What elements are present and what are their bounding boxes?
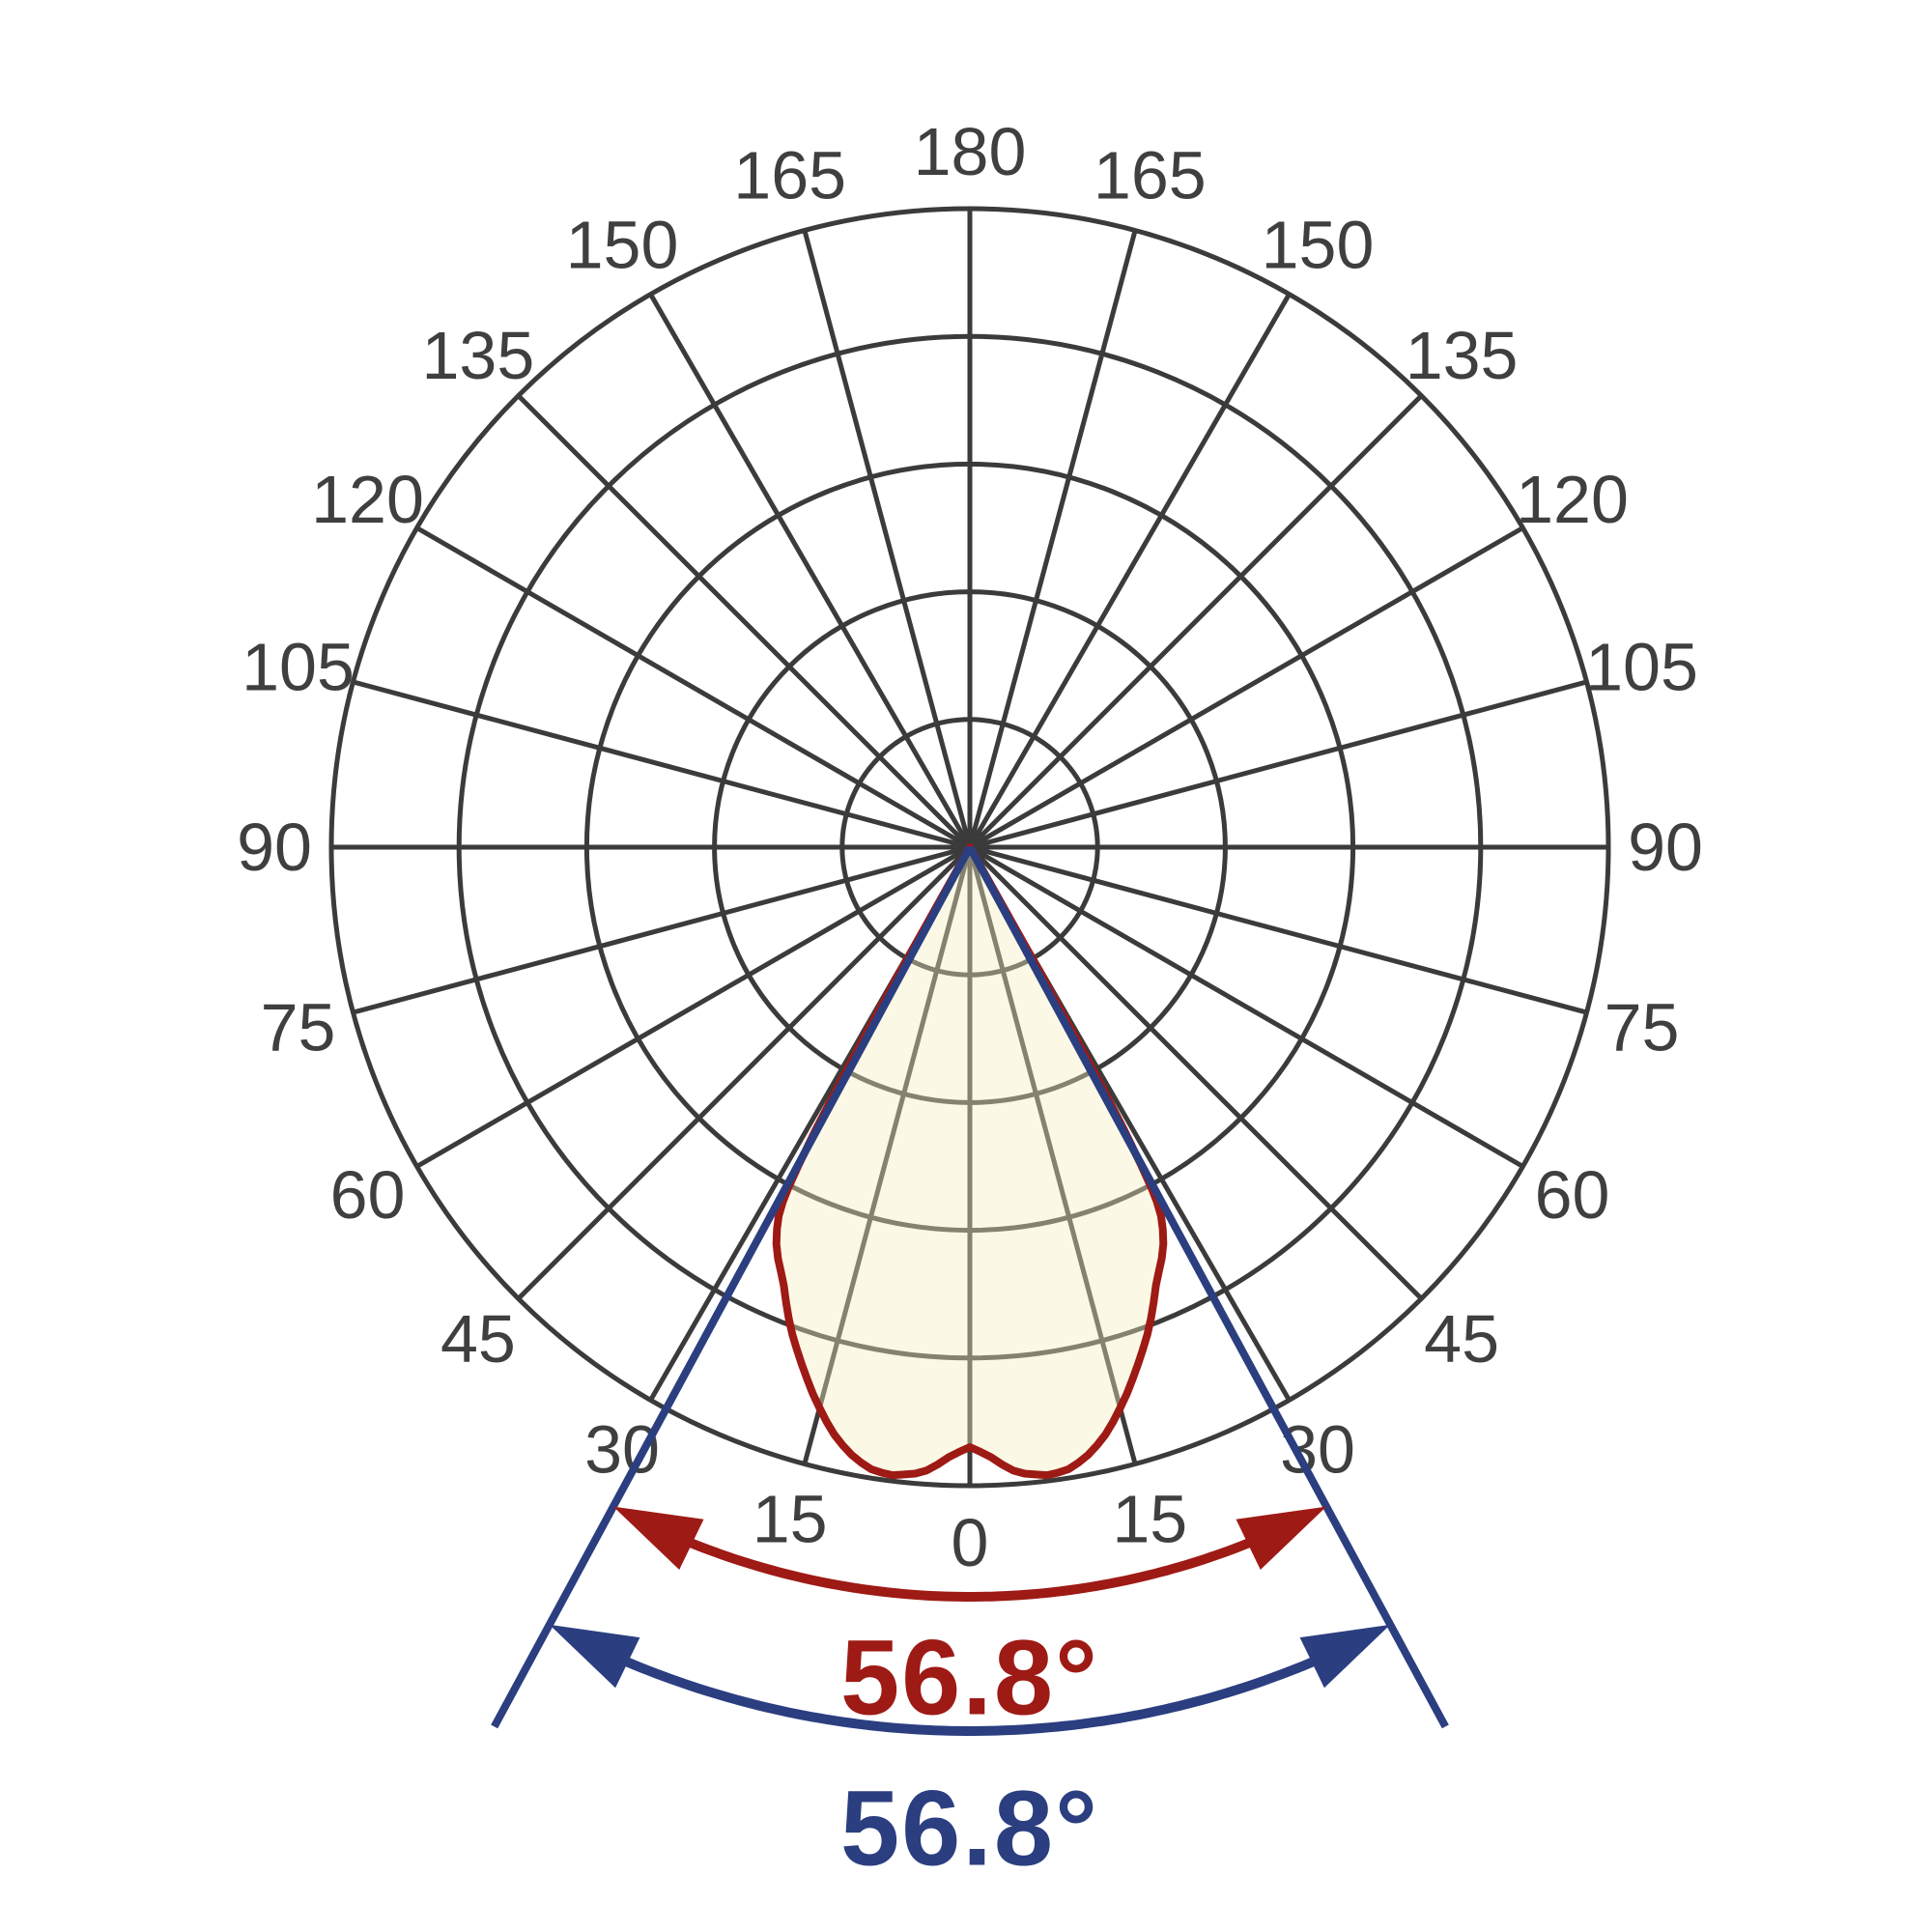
angle-tick-label: 15 [753,1482,828,1557]
grid-spoke [352,844,971,1015]
grid-spoke [967,229,1138,848]
angle-tick-label: 120 [311,462,424,537]
angle-tick-label: 15 [1112,1482,1187,1557]
angle-tick-label: 135 [422,318,535,393]
beam-angle-arc-blue [625,1657,1315,1736]
angle-tick-label: 75 [261,989,336,1065]
grid-spoke [968,393,1424,849]
grid-spoke [967,846,1138,1465]
grid-spoke [969,844,1588,1015]
beam-angle-value-red: 56.8° [840,1619,1099,1738]
angle-tick-label: 120 [1516,462,1629,537]
angle-tick-label: 135 [1406,318,1519,393]
angle-tick-label: 150 [1262,208,1375,283]
angle-tick-label: 60 [1535,1157,1610,1233]
grid-spoke [969,679,1588,850]
grid-spoke [967,293,1292,849]
beam-angle-value-blue: 56.8° [840,1770,1099,1889]
grid-spoke [802,846,973,1465]
grid-spoke [968,526,1524,850]
angle-tick-label: 180 [914,114,1027,189]
grid-spoke [352,679,971,850]
angle-tick-label: 0 [952,1505,989,1580]
grid-spoke [516,393,972,849]
angle-tick-label: 45 [1424,1301,1499,1377]
grid-spoke [415,844,972,1169]
angle-tick-label: 165 [1094,138,1207,213]
grid-spoke [648,293,973,849]
grid-spoke [802,229,973,848]
angle-tick-label: 105 [242,630,355,705]
arrow-head [1299,1624,1391,1689]
angle-tick-label: 90 [1628,810,1703,885]
beam-fill [776,847,1164,1476]
beam-angle-line-blue [491,845,974,1729]
angle-tick-label: 90 [237,810,312,885]
angle-tick-label: 165 [733,138,846,213]
angle-tick-label: 75 [1605,989,1680,1065]
intensity-curve-red [772,843,1168,1480]
arrow-head [612,1506,704,1570]
angle-tick-label: 150 [566,208,679,283]
grid-spoke [968,844,1524,1169]
arrow-head [549,1624,640,1689]
arrow-head [1236,1506,1327,1570]
angle-tick-label: 105 [1585,630,1698,705]
angle-tick-label: 60 [330,1157,406,1233]
angle-tick-label: 45 [440,1301,516,1377]
grid-spoke [415,526,972,850]
beam-angle-line-blue [966,845,1449,1729]
beam-angle-arc-red [689,1538,1250,1602]
grid-spoke [968,845,1424,1301]
grid-spoke [516,845,972,1301]
